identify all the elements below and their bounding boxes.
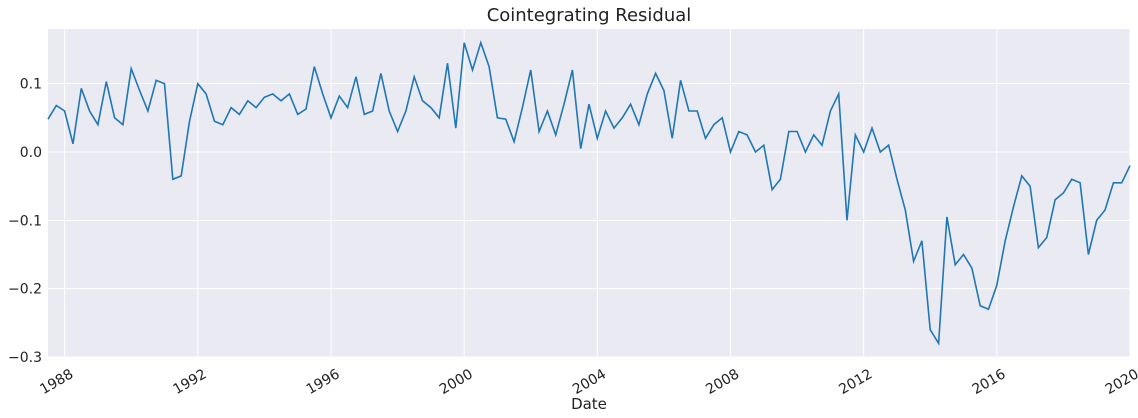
x-tick-label: 1992 [171, 366, 210, 398]
residual-line [47, 40, 1131, 346]
y-tick-label: −0.3 [8, 350, 42, 366]
x-axis-label: Date [571, 395, 607, 413]
grid [48, 29, 1131, 358]
y-tick-label: 0.0 [20, 145, 42, 161]
x-tick-label: 2004 [570, 366, 609, 398]
chart-title: Cointegrating Residual [487, 5, 692, 26]
y-tick-label: −0.1 [8, 213, 42, 229]
y-tick-label: −0.2 [8, 282, 42, 298]
x-tick-label: 2000 [437, 366, 476, 398]
x-tick-label: 1996 [304, 366, 343, 398]
y-axis-ticks: −0.3 −0.2 −0.1 0.0 0.1 [8, 77, 42, 366]
y-tick-label: 0.1 [20, 77, 42, 93]
x-tick-label: 1988 [37, 366, 76, 398]
plot-background [48, 29, 1130, 357]
x-tick-label: 2020 [1103, 366, 1138, 398]
x-tick-label: 2016 [970, 366, 1009, 398]
x-tick-label: 2012 [836, 366, 875, 398]
x-axis-ticks: 1988 1992 1996 2000 2004 2008 2012 2016 2020 [37, 366, 1138, 398]
x-tick-label: 2008 [703, 366, 742, 398]
